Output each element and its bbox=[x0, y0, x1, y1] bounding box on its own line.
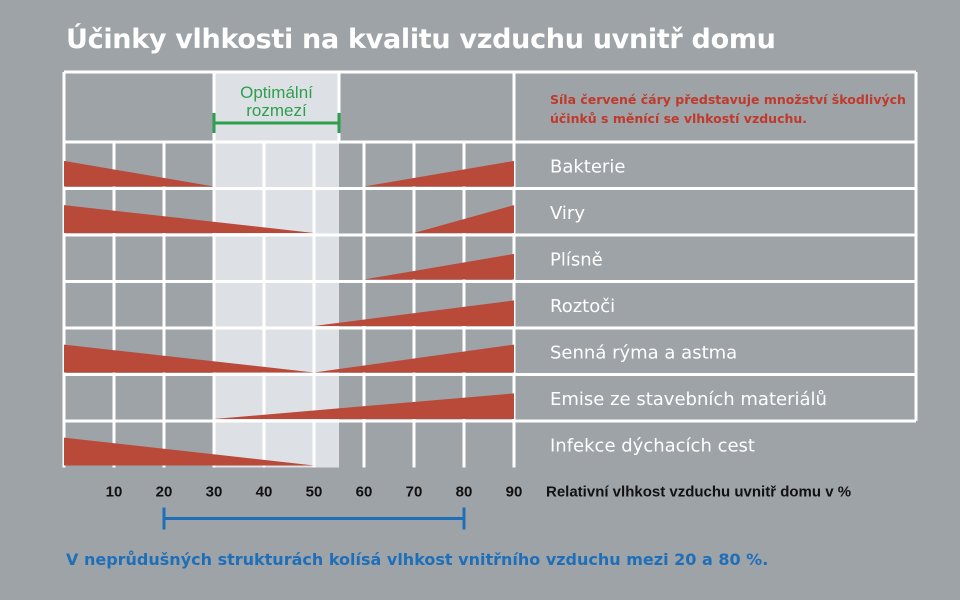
tick-label: 70 bbox=[406, 484, 423, 501]
wedge-viry bbox=[64, 205, 314, 233]
bottom-note: V neprůdušných strukturách kolísá vlhkos… bbox=[66, 550, 769, 569]
wedge-senná-rýma-a-astma bbox=[314, 344, 514, 373]
wedge-senná-rýma-a-astma bbox=[64, 344, 314, 373]
label-layer: Bakterie Viry Plísně Roztoči Senná rýma a as… bbox=[550, 156, 827, 456]
tick-label: 10 bbox=[106, 484, 123, 501]
wedge-bakterie bbox=[364, 160, 514, 187]
tick-label: 40 bbox=[256, 484, 273, 501]
series-label: Emise ze stavebních materiálů bbox=[550, 389, 827, 410]
optimal-range-label: rozmezí bbox=[246, 101, 307, 120]
series-label: Bakterie bbox=[550, 156, 625, 177]
tick-label: 20 bbox=[156, 484, 173, 501]
wedge-viry bbox=[414, 205, 514, 233]
optimal-range-label: Optimální bbox=[240, 83, 313, 102]
tick-label: 60 bbox=[356, 484, 373, 501]
wedge-emise-ze-stavebních-materiálů bbox=[214, 393, 514, 419]
tick-label: 80 bbox=[456, 484, 473, 501]
tick-layer: 10 20 30 40 50 60 70 80 90 Relativní vlhkost vzdu… bbox=[106, 484, 851, 501]
grid-layer bbox=[62, 70, 918, 468]
x-axis-label: Relativní vlhkost vzduchu uvnitř domu v … bbox=[546, 484, 851, 501]
series-label: Viry bbox=[550, 203, 585, 224]
wedge-roztoči bbox=[314, 300, 514, 326]
optimal-band bbox=[214, 72, 339, 468]
series-label: Plísně bbox=[550, 249, 603, 270]
series-label: Senná rýma a astma bbox=[550, 342, 737, 363]
wedge-bakterie bbox=[64, 160, 214, 187]
tick-label: 90 bbox=[506, 484, 523, 501]
tick-label: 50 bbox=[306, 484, 323, 501]
wedge-plísně bbox=[364, 253, 514, 280]
series-label: Infekce dýchacích cest bbox=[550, 435, 755, 456]
chart-title: Účinky vlhkosti na kvalitu vzduchu uvnit… bbox=[66, 24, 776, 55]
wedge-infekce-dýchacích-cest bbox=[64, 437, 314, 466]
wedge-layer bbox=[64, 160, 514, 466]
series-label: Roztoči bbox=[550, 296, 615, 317]
tick-label: 30 bbox=[206, 484, 223, 501]
optimal-band-layer bbox=[214, 72, 339, 468]
chart-note: Síla červené čáry představuje množství š… bbox=[550, 92, 906, 126]
